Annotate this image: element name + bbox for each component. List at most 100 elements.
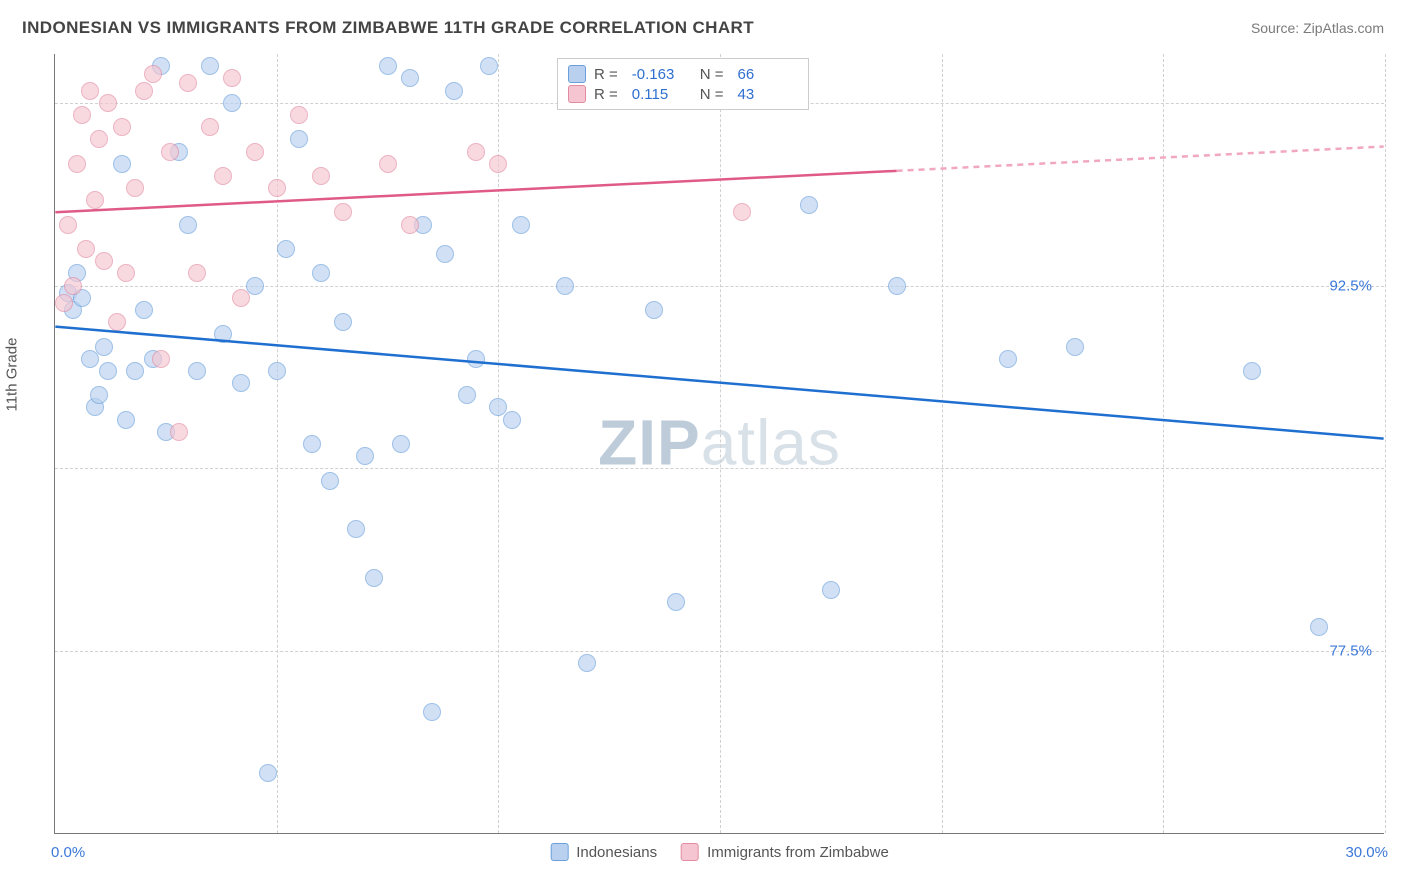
data-point-blue — [347, 520, 365, 538]
series-legend: Indonesians Immigrants from Zimbabwe — [550, 843, 889, 861]
data-point-pink — [401, 216, 419, 234]
data-point-blue — [135, 301, 153, 319]
data-point-blue — [365, 569, 383, 587]
data-point-pink — [126, 179, 144, 197]
data-point-pink — [268, 179, 286, 197]
data-point-blue — [467, 350, 485, 368]
data-point-pink — [246, 143, 264, 161]
r-value: -0.163 — [632, 66, 686, 83]
gridline-v — [277, 54, 278, 833]
swatch-icon — [568, 65, 586, 83]
data-point-pink — [188, 264, 206, 282]
source-label: Source: ZipAtlas.com — [1251, 20, 1384, 36]
data-point-pink — [467, 143, 485, 161]
swatch-blue — [550, 843, 568, 861]
data-point-pink — [170, 423, 188, 441]
data-point-pink — [108, 313, 126, 331]
data-point-blue — [401, 69, 419, 87]
data-point-blue — [999, 350, 1017, 368]
data-point-blue — [379, 57, 397, 75]
data-point-pink — [86, 191, 104, 209]
y-tick-label: 77.5% — [1329, 643, 1372, 660]
data-point-blue — [1310, 618, 1328, 636]
n-value: 66 — [738, 66, 792, 83]
x-tick-min: 0.0% — [51, 844, 85, 861]
stats-legend: R = -0.163 N = 66R = 0.115 N = 43 — [557, 58, 809, 110]
data-point-blue — [90, 386, 108, 404]
data-point-blue — [201, 57, 219, 75]
data-point-blue — [321, 472, 339, 490]
data-point-pink — [81, 82, 99, 100]
data-point-blue — [290, 130, 308, 148]
r-label: R = — [594, 66, 618, 83]
chart-title: INDONESIAN VS IMMIGRANTS FROM ZIMBABWE 1… — [22, 18, 754, 38]
data-point-blue — [334, 313, 352, 331]
data-point-blue — [480, 57, 498, 75]
gridline-v — [720, 54, 721, 833]
gridline-v — [942, 54, 943, 833]
data-point-blue — [214, 325, 232, 343]
data-point-pink — [312, 167, 330, 185]
data-point-pink — [379, 155, 397, 173]
data-point-blue — [232, 374, 250, 392]
data-point-blue — [356, 447, 374, 465]
data-point-blue — [667, 593, 685, 611]
data-point-blue — [458, 386, 476, 404]
data-point-blue — [312, 264, 330, 282]
data-point-pink — [214, 167, 232, 185]
data-point-pink — [290, 106, 308, 124]
data-point-pink — [113, 118, 131, 136]
x-tick-max: 30.0% — [1345, 844, 1388, 861]
data-point-blue — [95, 338, 113, 356]
stats-row: R =0.115N =43 — [568, 85, 798, 103]
data-point-pink — [733, 203, 751, 221]
data-point-pink — [135, 82, 153, 100]
n-label: N = — [700, 66, 724, 83]
data-point-pink — [59, 216, 77, 234]
data-point-blue — [888, 277, 906, 295]
y-tick-label: 92.5% — [1329, 277, 1372, 294]
data-point-blue — [179, 216, 197, 234]
data-point-blue — [822, 581, 840, 599]
data-point-blue — [556, 277, 574, 295]
data-point-blue — [645, 301, 663, 319]
data-point-blue — [277, 240, 295, 258]
gridline-v — [1163, 54, 1164, 833]
plot-area: ZIPatlas 77.5%92.5% R =-0.163N =66R =0.1… — [54, 54, 1384, 834]
data-point-pink — [144, 65, 162, 83]
data-point-pink — [90, 130, 108, 148]
legend-label: Immigrants from Zimbabwe — [707, 844, 889, 861]
data-point-blue — [800, 196, 818, 214]
data-point-blue — [423, 703, 441, 721]
data-point-pink — [334, 203, 352, 221]
data-point-blue — [578, 654, 596, 672]
r-value: 0.115 — [632, 86, 686, 103]
watermark-zip: ZIP — [598, 406, 701, 478]
n-label: N = — [700, 86, 724, 103]
data-point-pink — [117, 264, 135, 282]
data-point-blue — [1066, 338, 1084, 356]
swatch-icon — [568, 85, 586, 103]
data-point-blue — [113, 155, 131, 173]
data-point-blue — [126, 362, 144, 380]
data-point-blue — [1243, 362, 1261, 380]
data-point-pink — [161, 143, 179, 161]
data-point-blue — [512, 216, 530, 234]
data-point-blue — [268, 362, 286, 380]
data-point-pink — [179, 74, 197, 92]
data-point-pink — [77, 240, 95, 258]
data-point-pink — [99, 94, 117, 112]
data-point-pink — [489, 155, 507, 173]
n-value: 43 — [738, 86, 792, 103]
data-point-blue — [223, 94, 241, 112]
data-point-blue — [117, 411, 135, 429]
data-point-blue — [445, 82, 463, 100]
data-point-blue — [259, 764, 277, 782]
data-point-pink — [68, 155, 86, 173]
legend-item-zimbabwe: Immigrants from Zimbabwe — [681, 843, 889, 861]
data-point-pink — [223, 69, 241, 87]
stats-row: R = -0.163 N = 66 — [568, 65, 798, 83]
data-point-pink — [152, 350, 170, 368]
data-point-blue — [392, 435, 410, 453]
data-point-blue — [188, 362, 206, 380]
